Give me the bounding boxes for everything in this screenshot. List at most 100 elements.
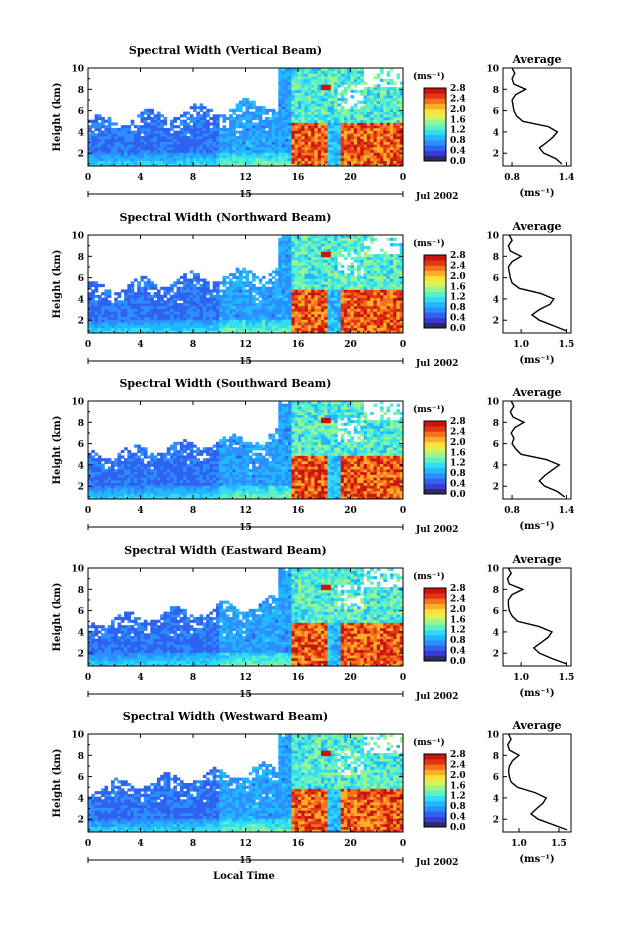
heatmap-cell [104,138,109,142]
heatmap-cell [304,286,309,290]
heatmap-cell [140,278,145,282]
heatmap-cell [317,237,322,241]
heatmap-cell [370,324,374,328]
heatmap-cell [133,292,138,296]
heatmap-cell [370,130,374,134]
heatmap-cell [284,157,289,161]
heatmap-cell [317,144,322,148]
heatmap-cell [206,311,210,315]
heatmap-cell [383,322,387,326]
heatmap-cell [281,264,286,269]
heatmap-cell [222,155,227,159]
heatmap-cell [245,122,250,126]
heatmap-cell [127,286,132,290]
heatmap-cell [294,152,299,156]
heatmap-cell [130,289,135,293]
heatmap-cell [330,119,335,123]
heatmap-cell [357,305,361,309]
heatmap-cell [176,146,181,151]
heatmap-cell [330,70,335,74]
heatmap-cell [320,289,325,293]
heatmap-cell [179,122,184,126]
heatmap-cell [202,319,207,323]
heatmap-cell [232,133,237,137]
heatmap-cell [363,114,368,118]
heatmap-cell [281,76,286,80]
heatmap-cell [370,259,374,263]
heatmap-cell [389,117,394,121]
heatmap-cell [133,322,138,326]
heatmap-cell [193,133,197,137]
heatmap-cell [288,100,292,104]
heatmap-cell [389,95,394,99]
heatmap-cell [301,264,305,269]
heatmap-cell [386,114,391,118]
heatmap-cell [147,114,151,118]
heatmap-cell [176,308,181,312]
heatmap-cell [334,95,338,99]
heatmap-cell [232,319,237,323]
heatmap-cell [133,294,138,299]
heatmap-cell [396,103,401,107]
heatmap-cell [261,327,266,331]
heatmap-cell [311,259,315,263]
heatmap-cell [376,144,381,148]
heatmap-cell [271,157,276,161]
heatmap-cell [304,243,309,247]
heatmap-cell [376,322,381,326]
heatmap-cell [186,316,191,320]
heatmap-cell [114,133,118,137]
heatmap-cell [183,305,187,309]
heatmap-cell [373,119,378,123]
heatmap-cell [88,136,92,140]
heatmap-cell [298,240,302,244]
heatmap-cell [252,133,256,137]
heatmap-cell [281,108,286,112]
heatmap-cell [291,284,296,288]
heatmap-cell [298,237,302,241]
heatmap-cell [225,133,230,137]
heatmap-cell [399,106,404,110]
heatmap-cell [370,111,374,115]
heatmap-cell [245,136,250,140]
heatmap-cell [104,474,109,478]
heatmap-cell [232,111,237,115]
heatmap-cell [357,311,361,315]
heatmap-cell [212,316,217,320]
heatmap-cell [183,286,187,290]
heatmap-cell [91,149,95,153]
heatmap-cell [301,78,305,83]
heatmap-cell [373,111,378,115]
heatmap-cell [107,488,112,492]
heatmap-cell [360,141,365,145]
heatmap-cell [304,292,309,296]
heatmap-cell [311,311,315,315]
heatmap-cell [337,303,342,307]
heatmap-cell [288,316,292,320]
heatmap-cell [334,138,338,142]
heatmap-cell [281,248,286,252]
heatmap-cell [393,254,397,258]
heatmap-cell [193,136,197,140]
heatmap-cell [202,127,207,132]
heatmap-cell [248,316,253,320]
heatmap-cell [202,284,207,288]
heatmap-cell [140,294,145,299]
heatmap-cell [88,477,92,481]
heatmap-cell [363,157,368,161]
heatmap-cell [91,313,95,318]
heatmap-cell [140,300,145,304]
heatmap-cell [363,119,368,123]
heatmap-cell [225,160,230,164]
heatmap-cell [101,493,105,497]
heatmap-cell [380,127,384,132]
heatmap-cell [307,122,312,126]
heatmap-cell [304,152,309,156]
heatmap-cell [104,496,109,500]
heatmap-cell [97,319,102,323]
heatmap-cell [255,125,260,129]
heatmap-cell [347,108,351,112]
heatmap-cell [288,251,292,255]
heatmap-cell [324,114,328,118]
heatmap-cell [396,130,401,134]
